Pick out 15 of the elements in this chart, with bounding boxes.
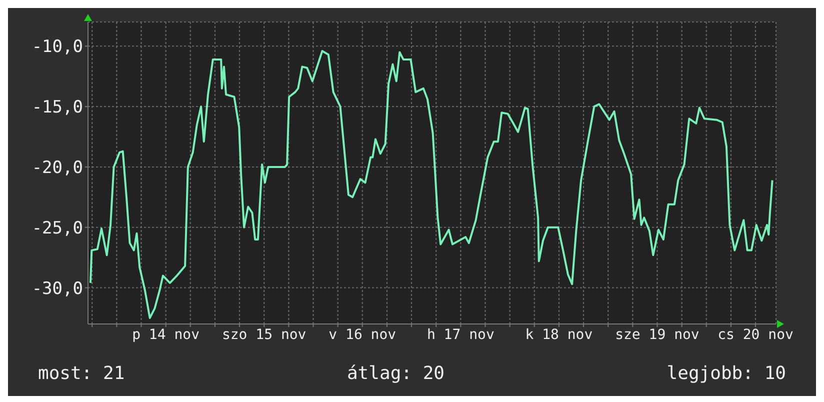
- y-tick-label: -15,0: [32, 98, 83, 118]
- text: legjobb: 10: [666, 363, 786, 384]
- x-tick-label: h 17 nov: [426, 326, 494, 343]
- x-tick-label: p 14 nov: [132, 326, 200, 343]
- y-tick-label: -25,0: [32, 218, 83, 238]
- y-tick-label: -20,0: [32, 158, 83, 178]
- x-tick-label: cs 20 nov: [718, 326, 794, 343]
- x-tick-label: k 18 nov: [525, 326, 593, 343]
- y-tick-label: -30,0: [32, 278, 83, 299]
- y-tick-label: -10,0: [32, 37, 83, 58]
- text: átlag: 20: [346, 363, 445, 384]
- text: most: 21: [38, 363, 125, 384]
- x-tick-label: szo 15 nov: [222, 326, 306, 343]
- x-tick-label: v 16 nov: [328, 326, 396, 343]
- x-tick-label: sze 19 nov: [615, 326, 700, 343]
